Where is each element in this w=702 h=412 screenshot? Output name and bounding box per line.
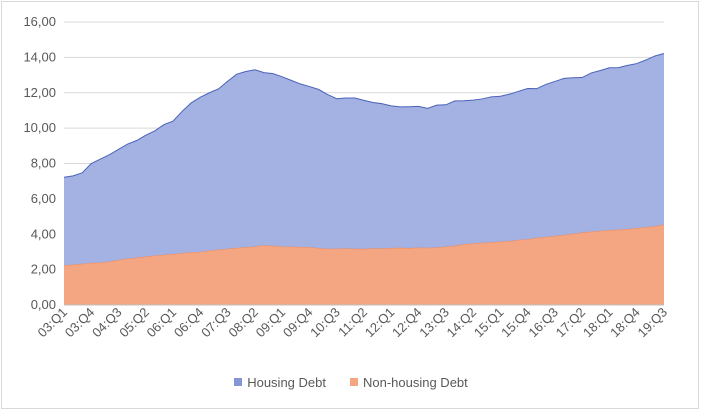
y-tick-label: 8,00 <box>31 156 56 171</box>
y-tick-label: 0,00 <box>31 297 56 312</box>
x-axis: 03:Q103:Q404:Q305:Q206:Q106:Q407:Q308:Q2… <box>34 304 670 341</box>
x-tick-label: 09:Q1 <box>253 305 289 341</box>
line-housing-debt <box>63 53 665 178</box>
x-tick-label: 15:Q1 <box>471 305 507 341</box>
x-tick-label: 09:Q4 <box>280 305 316 341</box>
x-tick-label: 05:Q2 <box>116 305 152 341</box>
x-tick-label: 16:Q3 <box>525 305 561 341</box>
x-tick-label: 12:Q4 <box>389 305 425 341</box>
legend-item-housing-debt: Housing Debt <box>234 375 326 390</box>
x-tick-label: 04:Q3 <box>89 305 125 341</box>
x-tick-label: 15:Q4 <box>498 305 534 341</box>
legend-swatch-non-housing-debt <box>349 378 358 386</box>
area-non-housing-debt <box>64 224 664 305</box>
x-tick-label: 10:Q3 <box>307 305 343 341</box>
y-tick-label: 16,00 <box>23 14 56 29</box>
x-tick-label: 03:Q4 <box>62 305 98 341</box>
y-tick-label: 6,00 <box>31 191 56 206</box>
x-tick-label: 18:Q4 <box>607 305 643 341</box>
x-tick-label: 12:Q1 <box>362 305 398 341</box>
x-tick-label: 18:Q1 <box>580 305 616 341</box>
line-non-housing-debt <box>63 224 665 266</box>
x-tick-label: 07:Q3 <box>198 305 234 341</box>
x-tick-label: 19:Q3 <box>634 305 670 341</box>
legend: Housing Debt Non-housing Debt <box>0 372 702 392</box>
y-tick-label: 4,00 <box>31 226 56 241</box>
x-tick-label: 17:Q2 <box>553 305 589 341</box>
data-areas <box>63 53 665 305</box>
legend-label-housing-debt: Housing Debt <box>247 374 326 390</box>
y-tick-label: 2,00 <box>31 262 56 277</box>
x-tick-label: 11:Q2 <box>335 305 370 340</box>
y-tick-label: 10,00 <box>23 120 56 135</box>
y-tick-label: 12,00 <box>23 85 56 100</box>
y-tick-label: 14,00 <box>23 49 56 64</box>
x-tick-label: 13:Q3 <box>416 305 452 341</box>
area-housing-debt <box>64 53 664 266</box>
x-tick-label: 14:Q2 <box>444 305 480 341</box>
x-tick-label: 08:Q2 <box>225 305 261 341</box>
y-axis: 0,00 2,00 4,00 6,00 8,00 10,00 12,00 14,00 16,00 <box>23 14 56 312</box>
x-tick-label: 06:Q4 <box>171 305 207 341</box>
legend-item-non-housing-debt: Non-housing Debt <box>349 374 468 390</box>
x-tick-label: 06:Q1 <box>144 305 180 341</box>
legend-label-non-housing-debt: Non-housing Debt <box>362 374 468 390</box>
legend-swatch-housing-debt <box>234 378 243 386</box>
